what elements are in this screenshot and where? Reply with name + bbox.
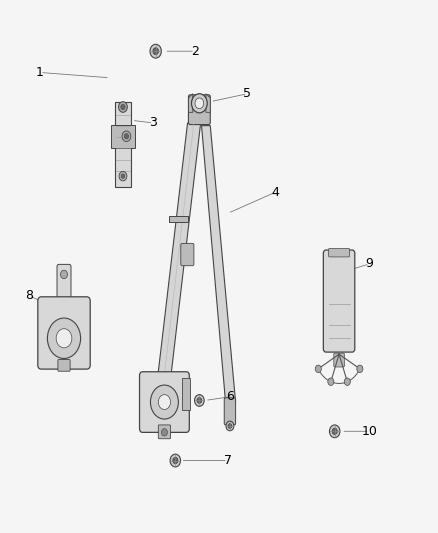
Circle shape xyxy=(357,365,363,373)
Circle shape xyxy=(191,94,207,113)
Circle shape xyxy=(328,378,334,385)
Circle shape xyxy=(315,365,321,373)
Circle shape xyxy=(195,98,204,109)
FancyBboxPatch shape xyxy=(169,216,188,222)
Circle shape xyxy=(150,44,161,58)
FancyBboxPatch shape xyxy=(328,248,350,257)
Text: 5: 5 xyxy=(244,87,251,100)
Circle shape xyxy=(332,428,337,434)
FancyBboxPatch shape xyxy=(323,250,355,352)
FancyBboxPatch shape xyxy=(181,244,194,266)
Polygon shape xyxy=(206,94,210,112)
Circle shape xyxy=(119,102,127,112)
Circle shape xyxy=(161,429,167,436)
Text: 8: 8 xyxy=(25,289,33,302)
Circle shape xyxy=(170,454,180,467)
Polygon shape xyxy=(201,126,236,402)
Circle shape xyxy=(60,270,67,279)
Text: R: R xyxy=(54,329,65,343)
Circle shape xyxy=(121,104,125,110)
FancyBboxPatch shape xyxy=(111,125,135,148)
Circle shape xyxy=(194,394,204,406)
FancyBboxPatch shape xyxy=(182,378,190,410)
Circle shape xyxy=(173,457,178,464)
FancyBboxPatch shape xyxy=(188,95,210,125)
FancyBboxPatch shape xyxy=(158,425,170,439)
Circle shape xyxy=(122,131,131,142)
FancyBboxPatch shape xyxy=(224,398,236,425)
Text: 10: 10 xyxy=(362,425,378,438)
Polygon shape xyxy=(158,123,201,375)
Text: 9: 9 xyxy=(366,257,374,270)
Circle shape xyxy=(329,425,340,438)
Text: 4: 4 xyxy=(272,185,280,199)
Circle shape xyxy=(228,424,232,429)
Circle shape xyxy=(226,421,234,431)
Text: 3: 3 xyxy=(149,117,157,130)
FancyBboxPatch shape xyxy=(38,297,90,369)
Circle shape xyxy=(344,378,350,385)
FancyBboxPatch shape xyxy=(334,353,344,367)
Circle shape xyxy=(150,385,178,419)
FancyBboxPatch shape xyxy=(57,264,71,306)
Circle shape xyxy=(121,174,125,178)
Text: 2: 2 xyxy=(191,45,199,58)
Circle shape xyxy=(158,394,170,409)
Text: 7: 7 xyxy=(224,454,232,467)
FancyBboxPatch shape xyxy=(140,372,189,432)
Circle shape xyxy=(47,318,81,359)
Circle shape xyxy=(197,398,202,403)
Polygon shape xyxy=(188,94,193,112)
Text: 6: 6 xyxy=(226,390,234,403)
Circle shape xyxy=(124,134,129,139)
FancyBboxPatch shape xyxy=(115,102,131,187)
Circle shape xyxy=(153,48,159,55)
Circle shape xyxy=(56,329,72,348)
Text: 1: 1 xyxy=(36,66,44,79)
Circle shape xyxy=(119,171,127,181)
FancyBboxPatch shape xyxy=(58,360,70,371)
